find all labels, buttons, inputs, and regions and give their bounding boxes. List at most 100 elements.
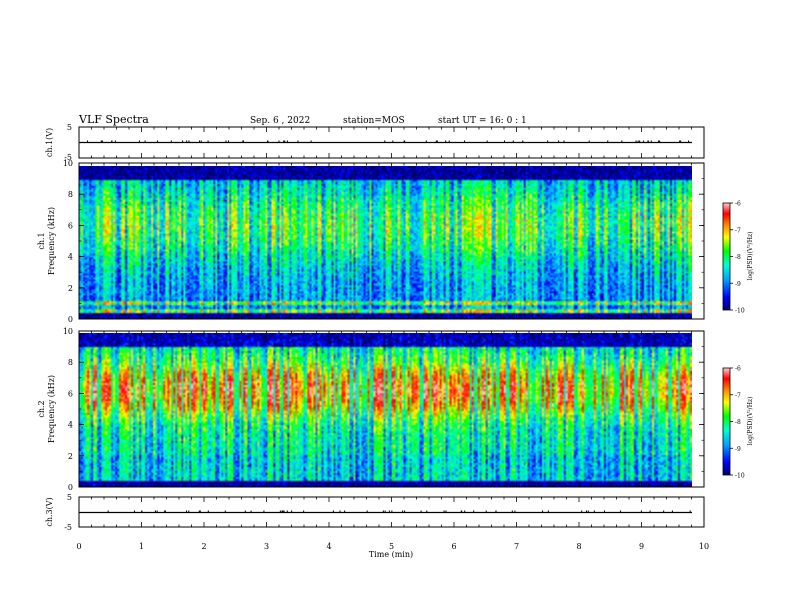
ch3wave-spike-47 [547,510,549,513]
x-tick-label-10: 10 [699,542,709,551]
ch3wave-spike-26 [382,510,384,513]
ch3wave-spike-42 [332,510,334,513]
ch3wave-spike-35 [581,510,583,513]
ch1wave-spike-6 [547,140,549,143]
station-label: station=MOS [343,116,405,126]
ch3wave-spike-19 [640,510,642,513]
ch1wave-spike-42 [228,140,230,143]
ch2-cb-label-3: -9 [735,446,741,453]
ch2-ytick-label-5: 10 [63,327,73,336]
ch1wave-spike-38 [297,140,299,143]
ch1wave-spike-11 [199,140,201,143]
ch3wave-spike-50 [281,510,283,513]
ch3-ytick-top: 5 [67,493,72,502]
date-label: Sep. 6 , 2022 [250,116,310,126]
ch3wave-spike-56 [485,510,487,513]
ch3wave-spike-13 [141,510,143,513]
x-tick-label-1: 1 [139,542,144,551]
ch3wave-spike-5 [164,510,166,513]
ch2-colorbar-label: log(PSD)(V²/Hz) [747,397,754,446]
ch3wave-spike-15 [291,510,293,513]
ch3wave-spike-36 [587,510,589,513]
ch1wave-spike-17 [100,140,102,143]
x-tick-label-2: 2 [201,542,206,551]
ch1wave-spike-3 [101,140,103,143]
ch1-ytick-label-3: 6 [68,221,73,230]
ch1-cb-label-4: -10 [735,308,745,315]
x-tick-labels: 0 1 2 3 4 5 6 7 8 9 10 [76,542,709,551]
ch3wave-spike-32 [649,510,651,513]
x-tick-label-0: 0 [76,542,81,551]
ch1wave-spike-19 [182,140,184,143]
ch3wave-spike-37 [511,510,513,513]
ch1wave-spike-55 [404,140,406,143]
ch3-waveform-panel: 5 -5 ch.3(V) [45,493,705,532]
ch3wave-spike-44 [443,510,445,513]
ch1wave-spike-2 [658,140,660,143]
ch1-cb-label-0: -6 [735,201,741,208]
ch3wave-spike-27 [420,510,422,513]
x-tick-label-3: 3 [264,542,269,551]
ch1-ylabel-name: ch.1 [37,232,46,249]
ch1wave-spike-31 [284,140,286,143]
ch1-yticks: 0 2 4 6 8 10 [63,159,704,324]
ch1wave-spike-0 [138,140,140,143]
ch3wave-spike-55 [186,510,188,513]
ch1wave-spike-9 [558,140,560,143]
ch1wave-spike-18 [242,140,244,143]
ch3-waveform-ticks [78,497,705,527]
ch3wave-spike-20 [154,510,156,513]
ch1-spectrogram-panel: 0 2 4 6 8 10 ch.1 Frequency (kHz) [37,159,705,324]
ch2-cb-label-4: -10 [735,473,745,480]
ch1wave-spike-15 [170,140,172,143]
ch3wave-spike-51 [207,510,209,513]
ch2-colorbar-ticks: -6 -7 -8 -9 -10 [730,366,745,480]
ch1wave-spike-56 [114,140,116,143]
ch1wave-spike-45 [267,140,269,143]
x-tick-label-7: 7 [514,542,519,551]
ch2-cb-label-2: -8 [735,419,741,426]
ch3wave-spike-39 [593,510,595,513]
ch1-ytick-top: 5 [67,123,72,132]
ch1-ytick-label-1: 2 [68,284,73,293]
ch1wave-spike-51 [445,140,447,143]
ch3wave-spike-29 [585,510,587,513]
ch3wave-spike-4 [426,510,428,513]
ch2-yticks: 0 2 4 6 8 10 [63,327,704,492]
ch2-ylabel-freq: Frequency (kHz) [47,375,56,443]
ch1-ylabel-freq: Frequency (kHz) [47,207,56,275]
ch1wave-spike-50 [310,140,312,143]
ch1wave-spike-59 [486,140,488,143]
ch1wave-spike-53 [522,140,524,143]
ch3wave-spike-10 [663,510,665,513]
ch2-ytick-label-1: 2 [68,452,73,461]
ch1wave-spike-36 [643,140,645,143]
ch1wave-spike-44 [688,140,690,143]
ch1wave-spike-43 [188,140,190,143]
ch1wave-spike-23 [225,140,227,143]
ch1-cb-label-2: -8 [735,254,741,261]
ch1-spectrogram-image [79,166,692,319]
ch1wave-spike-1 [588,140,590,143]
ch3wave-spike-3 [542,510,544,513]
ch1wave-spike-28 [392,140,394,143]
ch1-colorbar-label: log(PSD)(V²/Hz) [747,232,754,281]
ch1wave-spike-57 [425,140,427,143]
ch1wave-spike-21 [207,140,209,143]
x-axis-label: Time (min) [369,550,413,559]
ch1wave-spike-29 [200,140,202,143]
ch1wave-spike-7 [436,140,438,143]
ch2-spectrogram-ticks [78,331,705,487]
ch2-cb-label-1: -7 [735,392,741,399]
ch1wave-spike-34 [647,140,649,143]
ch1-colorbar: -6 -7 -8 -9 -10 log(PSD)(V²/Hz) [722,201,754,315]
ch3wave-spike-43 [279,510,281,513]
ch3wave-spike-45 [473,510,475,513]
ch1wave-spike-37 [621,140,623,143]
ch2-ytick-label-3: 6 [68,389,73,398]
ch3wave-spike-33 [303,510,305,513]
ch2-spectrogram-image [79,333,692,487]
ch1-ytick-label-4: 8 [68,190,73,199]
ch2-ytick-label-0: 0 [68,483,73,492]
